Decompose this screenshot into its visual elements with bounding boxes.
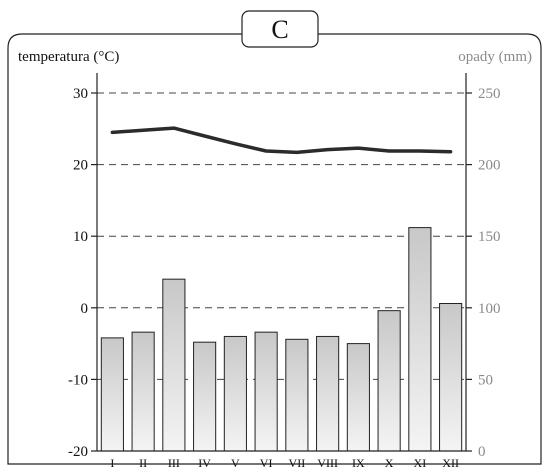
left-tick-label: -10 <box>68 372 88 388</box>
month-label: VI <box>260 456 273 470</box>
right-tick-label: 150 <box>478 229 501 245</box>
month-label: I <box>110 456 114 470</box>
grid-lines <box>97 92 466 380</box>
panel-label-box <box>241 10 319 48</box>
month-label: VII <box>289 456 306 470</box>
precipitation-bar <box>377 310 401 452</box>
month-label: XI <box>414 456 427 470</box>
left-tick-label: 0 <box>81 301 89 317</box>
temperature-line-layer <box>110 126 453 155</box>
left-tick-label: 30 <box>73 86 88 102</box>
month-label: X <box>385 456 394 470</box>
right-tick-label: 50 <box>478 372 493 388</box>
precipitation-bar <box>254 331 278 452</box>
right-tick-label: 100 <box>478 301 501 317</box>
month-label: V <box>231 456 240 470</box>
precipitation-bar <box>316 335 340 452</box>
panel-label: C <box>271 15 288 44</box>
precipitation-bar <box>285 338 309 452</box>
right-axis-title: opady (mm) <box>458 49 532 65</box>
precipitation-bar <box>162 278 186 452</box>
left-tick-label: 20 <box>73 158 88 174</box>
month-label: IX <box>352 456 365 470</box>
precipitation-bar <box>131 331 155 452</box>
left-axis-ticks: 30 20 10 0 -10 -20 <box>68 86 97 460</box>
chart-frame <box>7 33 542 465</box>
month-label: III <box>168 456 180 470</box>
month-label: IV <box>198 456 211 470</box>
month-label: VIII <box>317 456 338 470</box>
right-tick-label: 200 <box>478 158 501 174</box>
right-axis-ticks: 250 200 150 100 50 0 <box>466 86 501 460</box>
precipitation-bar <box>223 335 247 452</box>
left-axis-title: temperatura (°C) <box>18 49 119 65</box>
precipitation-bar <box>346 343 370 452</box>
precipitation-bar <box>100 337 124 452</box>
precipitation-bar <box>193 341 217 452</box>
temperature-line <box>110 126 453 155</box>
right-tick-label: 250 <box>478 86 501 102</box>
month-label: XII <box>442 456 459 470</box>
precipitation-bars <box>100 227 463 452</box>
left-tick-label: -20 <box>68 444 88 460</box>
precipitation-bar <box>408 227 432 452</box>
precipitation-bar <box>439 303 463 452</box>
month-label: II <box>139 456 147 470</box>
month-labels: I II III IV V VI VII VIII IX X XI XII <box>110 456 459 470</box>
right-tick-label: 0 <box>478 444 486 460</box>
left-tick-label: 10 <box>73 229 88 245</box>
